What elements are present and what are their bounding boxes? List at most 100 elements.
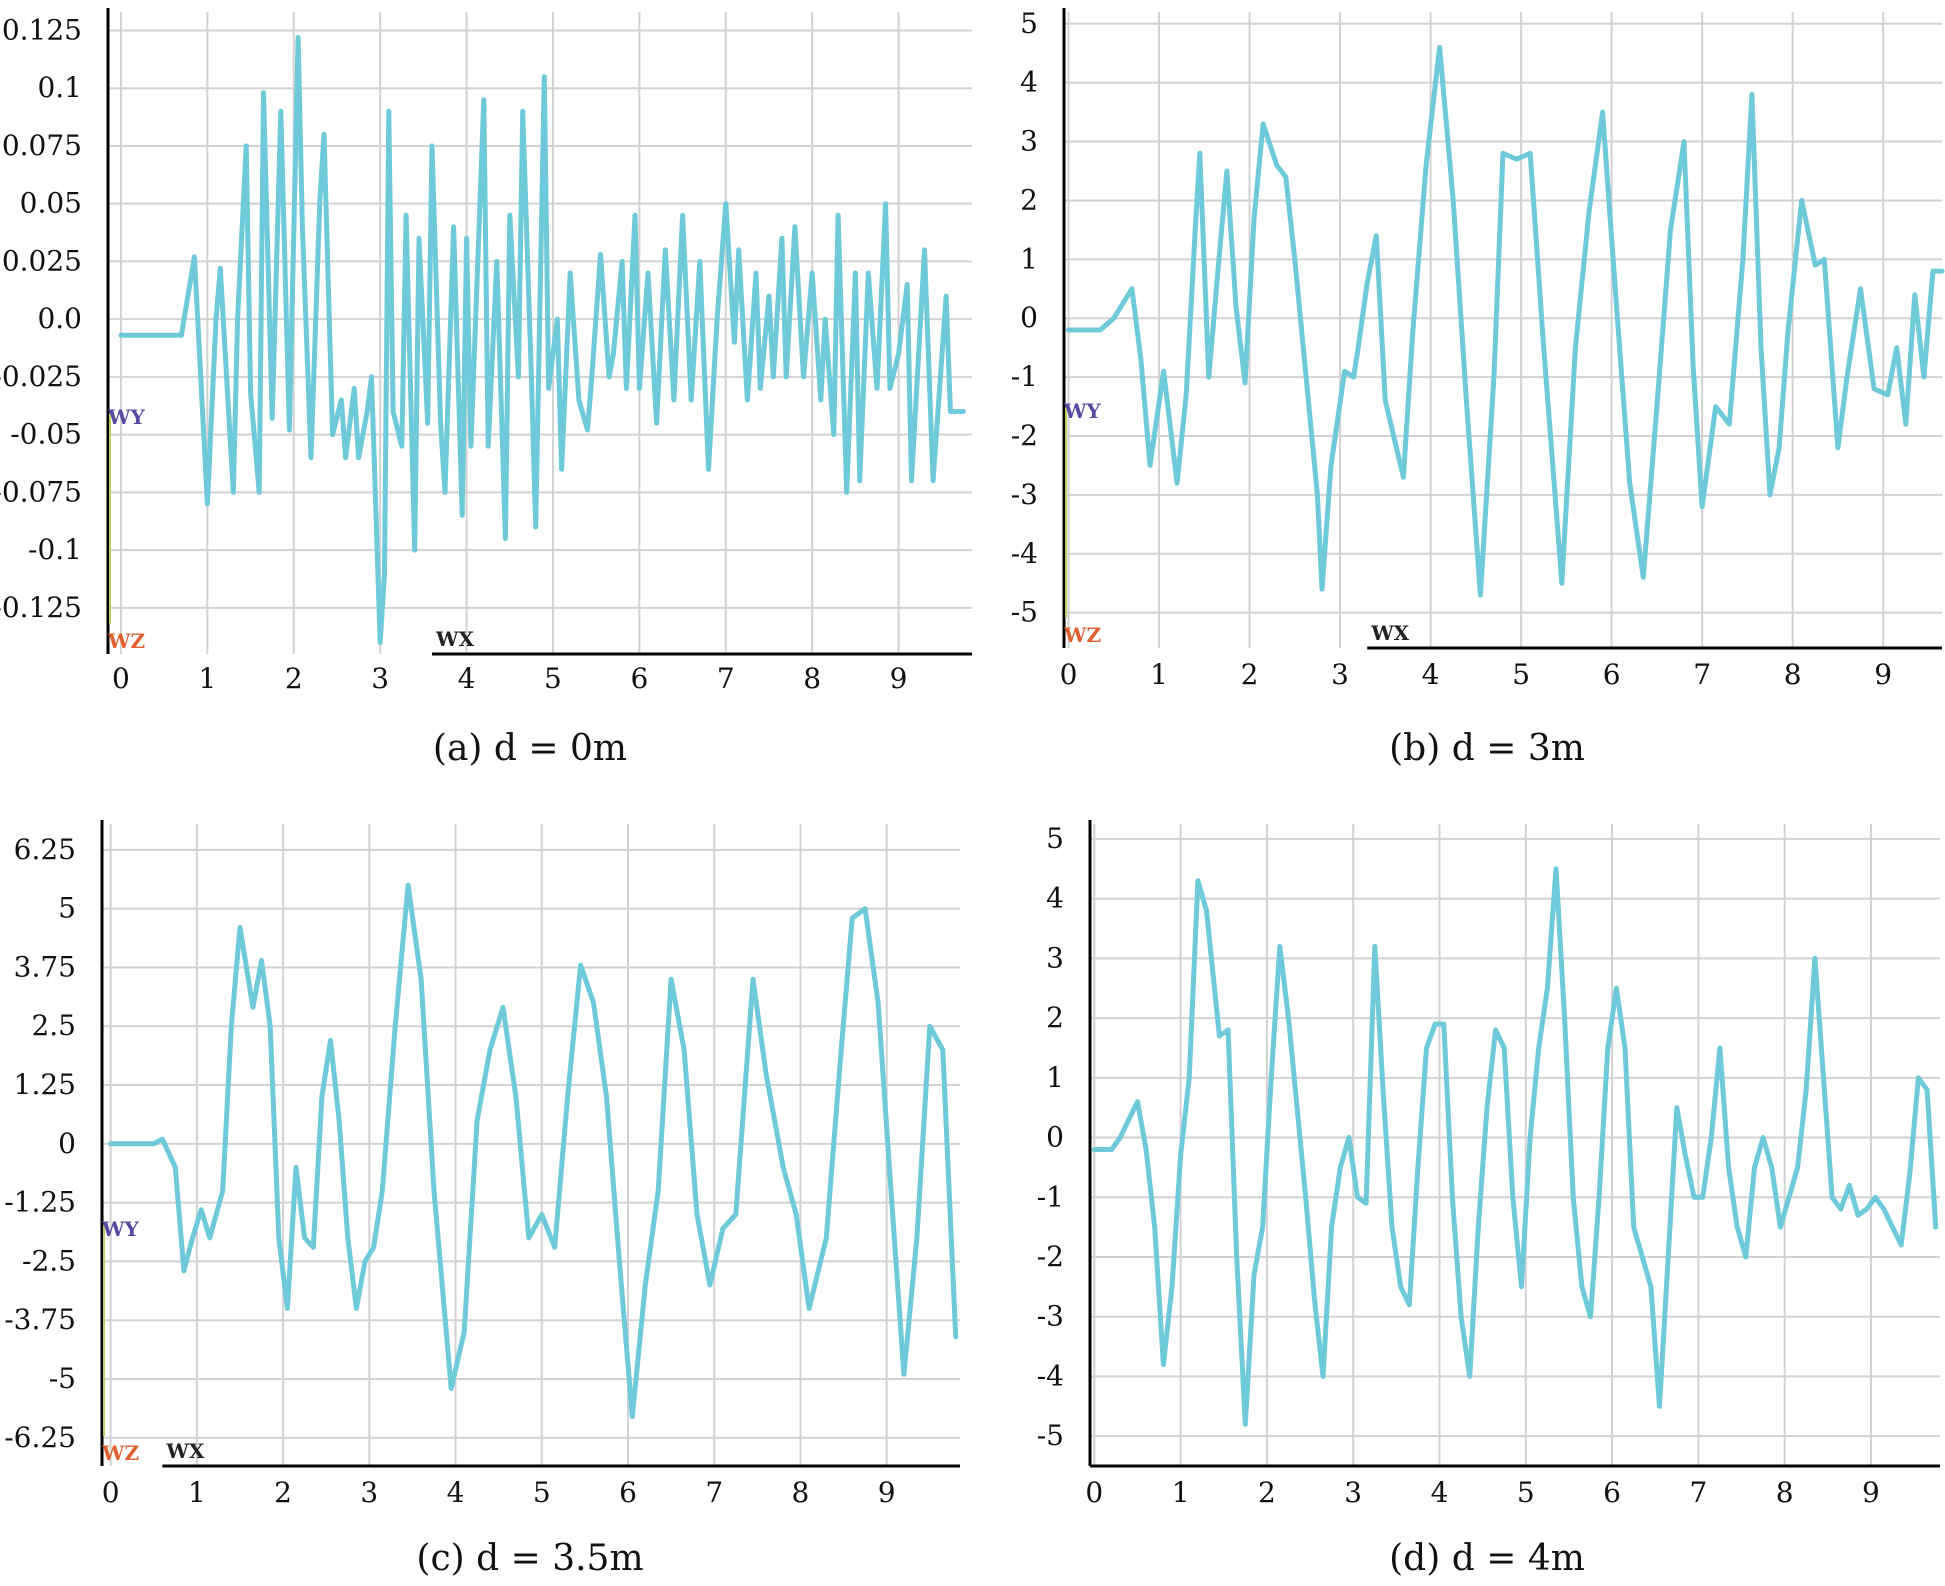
y-tick-label: 0.125 (2, 13, 82, 46)
y-tick-label: 3 (1046, 941, 1064, 974)
chart-panel-c: 6.25 5 3.75 2.5 1.25 0 -1.25 -2.5 -3.75 -5 -6.25 0 1… (0, 800, 972, 1582)
y-tick-label: 3 (1020, 125, 1038, 158)
x-tick-label: 8 (792, 1476, 810, 1509)
x-tick-label: 1 (198, 662, 216, 695)
y-tick-label: -0.1 (28, 533, 82, 566)
chart-caption-d: (d) d = 4m (1389, 1538, 1585, 1579)
x-tick-label: 2 (285, 662, 303, 695)
y-tick-label: 0.025 (2, 244, 82, 277)
series-line-c-0 (108, 882, 959, 1420)
chart-caption-c: (c) d = 3.5m (416, 1538, 643, 1579)
y-tick-label: -0.05 (10, 418, 82, 451)
y-tick-label: -3.75 (4, 1303, 76, 1336)
x-tick-label: 4 (458, 662, 476, 695)
x-tick-label: 8 (1776, 1476, 1794, 1509)
y-tick-label: -5 (1037, 1419, 1064, 1452)
y-tick-label: 1.25 (14, 1068, 76, 1101)
y-tick-label: 0 (1020, 301, 1038, 334)
x-tick-label: 3 (1344, 1476, 1362, 1509)
y-tick-label: -5 (1011, 596, 1038, 629)
y-tick-label: -1 (1011, 360, 1038, 393)
y-tick-label: -0.075 (0, 475, 82, 508)
x-tick-label: 5 (544, 662, 562, 695)
x-tick-label: 7 (705, 1476, 723, 1509)
x-tick-label: 7 (1689, 1476, 1707, 1509)
y-tick-label: 5 (1046, 822, 1064, 855)
y-tick-label: -1 (1037, 1180, 1064, 1213)
x-tick-label: 2 (274, 1476, 292, 1509)
wz-axis-label: WZ (1063, 623, 1101, 647)
x-tick-label: 6 (1603, 1476, 1621, 1509)
x-tick-label: 1 (1172, 1476, 1190, 1509)
x-tick-label: 4 (1422, 658, 1440, 691)
wz-axis-label: WZ (107, 629, 145, 653)
y-tick-label: -2 (1037, 1240, 1064, 1273)
x-tick-label: 5 (533, 1476, 551, 1509)
x-tick-label: 6 (630, 662, 648, 695)
y-tick-label: -0.025 (0, 360, 82, 393)
chart-panel-d: 5 4 3 2 1 0 -1 -2 -3 -4 -5 0 1 2 3 4 5 6 7 8 9 (d) d = 4m (972, 800, 1945, 1582)
wx-axis-label: WX (165, 1439, 204, 1463)
y-tick-label: 0.075 (2, 129, 82, 162)
y-tick-label: 5 (1020, 7, 1038, 40)
y-tick-label: 2.5 (31, 1009, 76, 1042)
x-tick-label: 1 (188, 1476, 206, 1509)
y-tick-label: 0 (58, 1127, 76, 1160)
wy-axis-label: WY (107, 405, 145, 429)
y-tick-label: 1 (1020, 242, 1038, 275)
x-tick-label: 4 (447, 1476, 465, 1509)
x-tick-label: 9 (890, 662, 908, 695)
x-tick-label: 6 (1603, 658, 1621, 691)
chart-svg-b: 5 4 3 2 1 0 -1 -2 -3 -4 -5 0 1 2 3 4 5 6 7 8 9 WY WZ WX (b) d = … (1011, 7, 1945, 769)
series-line-b-0 (1066, 44, 1945, 598)
x-tick-label: 5 (1512, 658, 1530, 691)
x-tick-label: 5 (1517, 1476, 1535, 1509)
x-tick-label: 0 (1085, 1476, 1103, 1509)
y-tick-label: -4 (1037, 1359, 1064, 1392)
y-tick-label: 3.75 (14, 950, 76, 983)
y-tick-label: 5 (58, 892, 76, 925)
x-tick-label: 2 (1258, 1476, 1276, 1509)
x-tick-label: 3 (371, 662, 389, 695)
wx-axis-label: WX (435, 627, 474, 651)
y-tick-label: 0.05 (20, 187, 82, 220)
y-tick-label: -5 (49, 1362, 76, 1395)
chart-caption-b: (b) d = 3m (1389, 728, 1585, 769)
x-tick-label: 0 (102, 1476, 120, 1509)
y-tick-label: 6.25 (14, 833, 76, 866)
y-tick-label: 2 (1020, 183, 1038, 216)
y-tick-label: 4 (1046, 882, 1064, 915)
wx-axis-label: WX (1370, 621, 1409, 645)
y-tick-label: -2.5 (22, 1244, 76, 1277)
wz-axis-label: WZ (101, 1441, 139, 1465)
chart-svg-d: 5 4 3 2 1 0 -1 -2 -3 -4 -5 0 1 2 3 4 5 6 7 8 9 (d) d = 4m (1037, 820, 1940, 1579)
y-tick-label: -6.25 (4, 1421, 76, 1454)
y-tick-label: -2 (1011, 419, 1038, 452)
y-tick-label: -0.125 (0, 591, 82, 624)
x-tick-label: 2 (1241, 658, 1259, 691)
y-tick-label: 4 (1020, 66, 1038, 99)
x-tick-label: 8 (1784, 658, 1802, 691)
y-tick-label: -4 (1011, 537, 1038, 570)
wy-axis-label: WY (1063, 399, 1101, 423)
y-tick-label: 0.0 (37, 302, 82, 335)
x-tick-label: 7 (717, 662, 735, 695)
x-tick-label: 6 (619, 1476, 637, 1509)
wy-axis-label: WY (101, 1217, 139, 1241)
chart-svg-c: 6.25 5 3.75 2.5 1.25 0 -1.25 -2.5 -3.75 -5 -6.25 0 1… (4, 820, 960, 1579)
x-tick-label: 9 (1862, 1476, 1880, 1509)
y-tick-label: -3 (1037, 1300, 1064, 1333)
x-tick-label: 9 (878, 1476, 896, 1509)
series-line-d-0 (1091, 866, 1939, 1427)
y-tick-label: 0 (1046, 1121, 1064, 1154)
x-tick-label: 8 (803, 662, 821, 695)
x-tick-label: 9 (1874, 658, 1892, 691)
series-line-a-0 (118, 34, 966, 645)
chart-panel-a: 0.125 0.1 0.075 0.05 0.025 0.0 -0.025 -0.05 -0.0… (0, 0, 972, 780)
x-tick-label: 3 (1331, 658, 1349, 691)
x-tick-label: 1 (1150, 658, 1168, 691)
x-tick-label: 7 (1693, 658, 1711, 691)
chart-panel-b: 5 4 3 2 1 0 -1 -2 -3 -4 -5 0 1 2 3 4 5 6 7 8 9 WY WZ WX (b) d = … (972, 0, 1945, 780)
x-tick-label: 0 (1060, 658, 1078, 691)
y-tick-label: -3 (1011, 478, 1038, 511)
